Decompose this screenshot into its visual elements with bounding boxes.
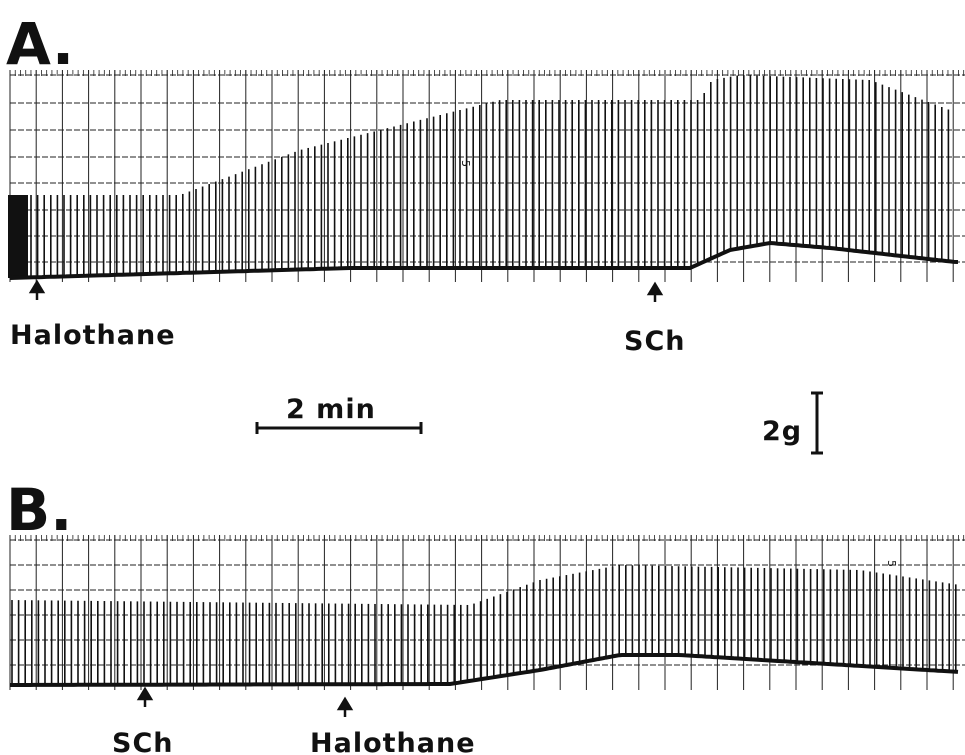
panel-a-grid — [10, 70, 965, 282]
panel-b-trace — [10, 565, 958, 685]
baseline — [10, 243, 958, 278]
marker-label: SCh — [624, 326, 685, 357]
force-scale-label: 2g — [762, 416, 802, 447]
tetanus-block — [8, 195, 28, 278]
grid-mark: 5 — [459, 160, 472, 167]
baseline — [10, 655, 958, 685]
panel-label: B. — [6, 476, 72, 544]
panel-a-trace — [8, 75, 958, 278]
figure: A. B. 5 5 Halothane SCh SCh Halothane 2 … — [0, 0, 965, 755]
grid-mark: 5 — [885, 560, 898, 567]
panel-label: A. — [6, 10, 74, 78]
marker-label: SCh — [112, 728, 173, 755]
marker-label: Halothane — [10, 320, 176, 351]
time-scale-label: 2 min — [286, 394, 376, 425]
marker-label: Halothane — [310, 728, 476, 755]
